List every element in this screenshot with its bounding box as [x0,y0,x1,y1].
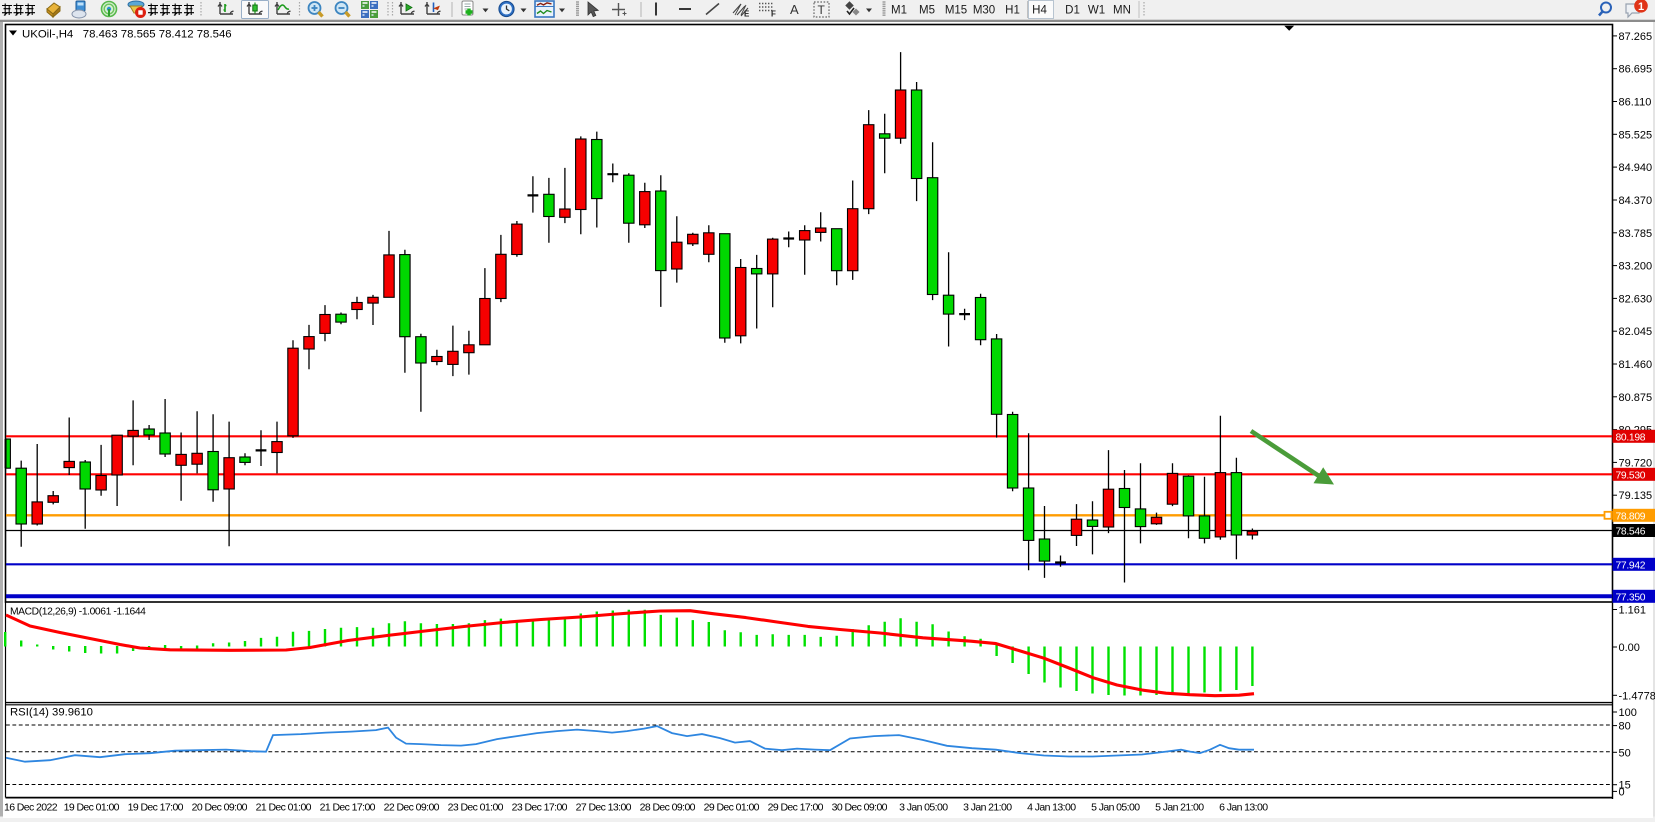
svg-text:M5: M5 [919,5,935,17]
svg-text:80: 80 [1619,721,1631,733]
svg-text:H4: H4 [1032,5,1047,17]
svg-text:D1: D1 [1065,5,1080,17]
svg-text:87.265: 87.265 [1619,31,1653,43]
svg-text:77.350: 77.350 [1616,592,1646,603]
svg-text:84.370: 84.370 [1619,195,1653,207]
svg-text:5 Jan 21:00: 5 Jan 21:00 [1155,802,1204,814]
svg-text:78.546: 78.546 [1616,527,1646,538]
svg-text:H1: H1 [1005,5,1020,17]
svg-text:27 Dec 13:00: 27 Dec 13:00 [576,802,632,814]
svg-text:79.135: 79.135 [1619,490,1653,502]
svg-text:29 Dec 17:00: 29 Dec 17:00 [768,802,824,814]
svg-text:82.045: 82.045 [1619,326,1653,338]
svg-text:22 Dec 09:00: 22 Dec 09:00 [384,802,440,814]
svg-text:30 Dec 09:00: 30 Dec 09:00 [832,802,888,814]
svg-text:W1: W1 [1088,5,1105,17]
svg-text:E: E [744,10,750,19]
svg-text:85.525: 85.525 [1619,129,1653,141]
svg-text:83.785: 83.785 [1619,228,1653,240]
svg-text:83.200: 83.200 [1619,261,1653,273]
svg-text:-1.4778: -1.4778 [1619,690,1655,702]
svg-text:20 Dec 09:00: 20 Dec 09:00 [192,802,248,814]
svg-text:5 Jan 05:00: 5 Jan 05:00 [1091,802,1140,814]
svg-text:77.942: 77.942 [1616,560,1646,571]
svg-text:82.630: 82.630 [1619,293,1653,305]
svg-text:T: T [818,3,826,17]
svg-text:80.198: 80.198 [1616,432,1646,443]
svg-text:6 Jan 13:00: 6 Jan 13:00 [1219,802,1268,814]
svg-text:1: 1 [1638,1,1644,13]
svg-text:23 Dec 01:00: 23 Dec 01:00 [448,802,504,814]
svg-text:MN: MN [1113,5,1131,17]
svg-text:3 Jan 21:00: 3 Jan 21:00 [963,802,1012,814]
svg-text:0: 0 [1619,786,1625,798]
svg-text:86.110: 86.110 [1619,97,1652,109]
svg-text:28 Dec 09:00: 28 Dec 09:00 [640,802,696,814]
svg-text:M1: M1 [891,5,907,17]
svg-text:16 Dec 2022: 16 Dec 2022 [4,802,58,814]
svg-text:M15: M15 [945,5,967,17]
svg-text:A: A [790,2,799,17]
svg-text:29 Dec 01:00: 29 Dec 01:00 [704,802,760,814]
svg-text:RSI(14) 39.9610: RSI(14) 39.9610 [10,707,93,719]
svg-text:79.720: 79.720 [1619,457,1653,469]
svg-text:0.00: 0.00 [1619,642,1640,654]
svg-text:50: 50 [1619,747,1631,759]
svg-text:78.809: 78.809 [1616,511,1646,522]
svg-text:UKOil-,H4 78.463 78.565 78.4: UKOil-,H4 78.463 78.565 78.412 78.546 [22,29,232,41]
svg-text:79.530: 79.530 [1616,470,1646,481]
svg-text:19 Dec 01:00: 19 Dec 01:00 [64,802,120,814]
svg-text:100: 100 [1619,707,1637,719]
svg-text:21 Dec 17:00: 21 Dec 17:00 [320,802,376,814]
svg-text:80.875: 80.875 [1619,392,1653,404]
svg-text:F: F [771,10,776,19]
svg-text:21 Dec 01:00: 21 Dec 01:00 [256,802,312,814]
svg-text:23 Dec 17:00: 23 Dec 17:00 [512,802,568,814]
svg-text:81.460: 81.460 [1619,359,1653,371]
svg-text:19 Dec 17:00: 19 Dec 17:00 [128,802,184,814]
svg-text:1.161: 1.161 [1619,605,1647,617]
svg-text:15: 15 [1619,780,1631,792]
svg-text:M30: M30 [973,5,995,17]
svg-text:3 Jan 05:00: 3 Jan 05:00 [899,802,948,814]
svg-text:86.695: 86.695 [1619,64,1653,76]
svg-text:84.940: 84.940 [1619,162,1653,174]
svg-text:MACD(12,26,9) -1.0061 -1.1644: MACD(12,26,9) -1.0061 -1.1644 [10,607,146,618]
svg-text:4 Jan 13:00: 4 Jan 13:00 [1027,802,1076,814]
